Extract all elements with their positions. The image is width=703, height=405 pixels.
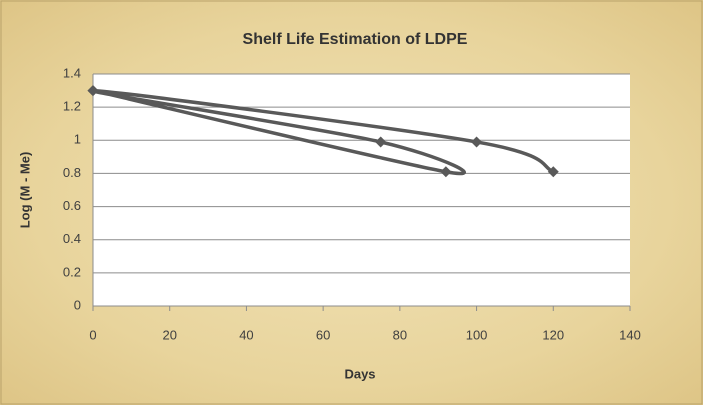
x-tick-label: 80 <box>393 327 407 342</box>
y-tick-label: 1 <box>74 132 81 147</box>
data-point <box>375 136 387 148</box>
y-axis-title: Log (M - Me) <box>17 152 32 229</box>
y-tick-label: 1.2 <box>63 99 81 114</box>
x-tick-label: 40 <box>239 327 253 342</box>
x-tick-label: 140 <box>619 327 641 342</box>
y-tick-label: 1.4 <box>63 65 81 80</box>
x-tick-label: 20 <box>162 327 176 342</box>
data-point <box>87 85 99 97</box>
y-tick-label: 0.4 <box>63 231 81 246</box>
data-point <box>440 166 452 178</box>
series-line <box>90 88 555 176</box>
x-tick-label: 120 <box>542 327 564 342</box>
y-tick-label: 0.2 <box>63 264 81 279</box>
y-tick-label: 0.8 <box>63 165 81 180</box>
data-point <box>471 136 483 148</box>
data-point <box>547 166 559 178</box>
y-tick-label: 0.6 <box>63 198 81 213</box>
x-tick-label: 0 <box>89 327 96 342</box>
x-tick-label: 60 <box>316 327 330 342</box>
chart-title: Shelf Life Estimation of LDPE <box>243 31 468 48</box>
y-tick-label: 0 <box>74 297 81 312</box>
x-axis-title: Days <box>344 366 375 381</box>
x-tick-label: 100 <box>466 327 488 342</box>
